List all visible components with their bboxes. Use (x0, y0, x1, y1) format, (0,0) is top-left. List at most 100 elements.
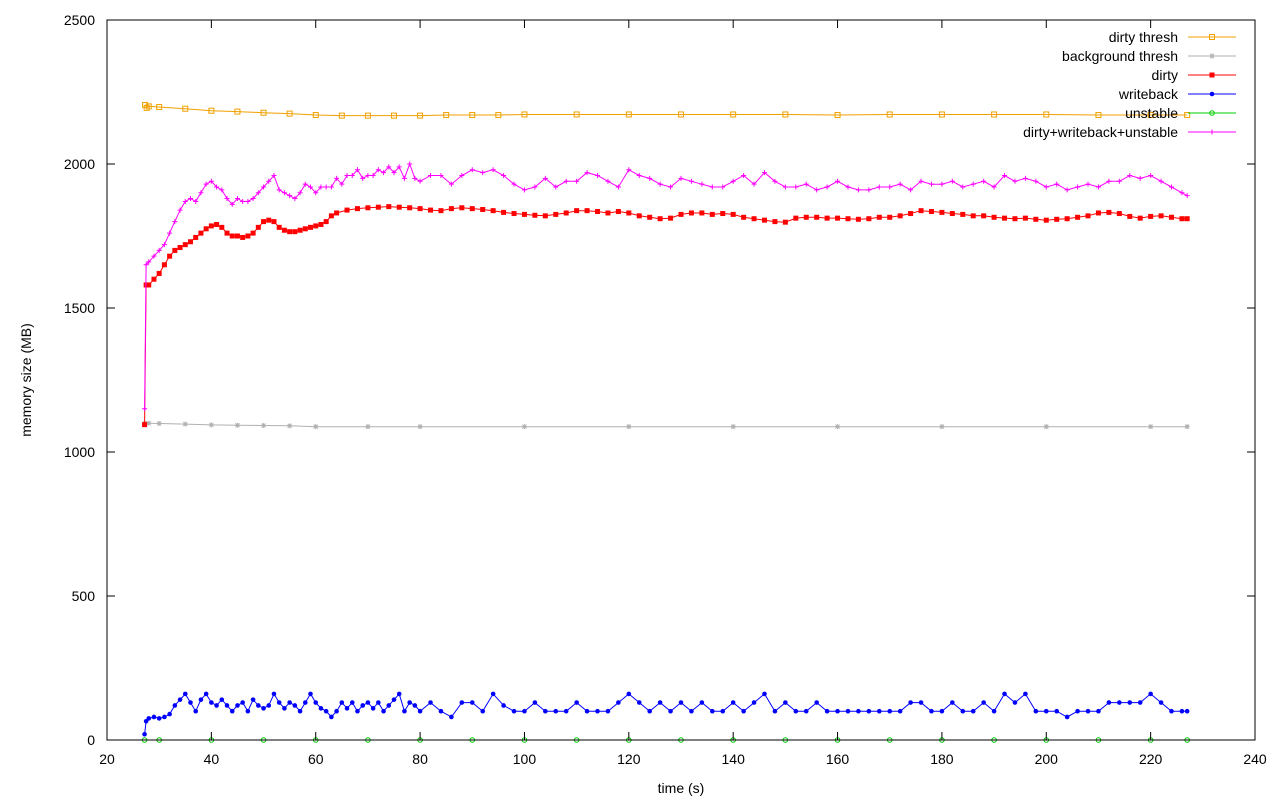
x-tick-label: 140 (722, 751, 746, 767)
data-point (1169, 214, 1175, 220)
data-point (1116, 178, 1122, 184)
data-point (276, 187, 282, 193)
data-point (287, 423, 293, 429)
data-point (876, 214, 882, 220)
data-point (219, 224, 225, 230)
data-point (532, 700, 538, 705)
data-point (1054, 216, 1060, 222)
data-point (250, 196, 256, 202)
y-tick-label: 1000 (64, 444, 95, 460)
data-point (845, 216, 851, 222)
data-point (793, 708, 799, 714)
data-point (511, 211, 517, 217)
data-point (187, 239, 193, 245)
data-point (772, 708, 778, 714)
data-point (449, 714, 454, 720)
data-point (543, 708, 548, 714)
legend-swatch-marker (1209, 72, 1215, 78)
data-point (360, 175, 366, 181)
data-point (245, 708, 251, 714)
data-point (803, 181, 809, 187)
data-point (855, 216, 861, 222)
legend-swatch-marker (1209, 129, 1215, 135)
data-point (459, 700, 465, 705)
data-point (323, 708, 329, 714)
y-tick-label: 2500 (64, 12, 95, 28)
data-point (182, 198, 188, 204)
data-point (991, 708, 997, 714)
data-point (177, 207, 183, 213)
plot-frame (106, 19, 1256, 741)
data-point (908, 211, 914, 217)
data-point (146, 420, 152, 426)
x-tick-label: 120 (617, 751, 641, 767)
data-point (396, 204, 402, 210)
data-point (276, 224, 282, 230)
data-point (203, 691, 209, 697)
data-point (281, 227, 287, 233)
x-tick-label: 80 (412, 751, 428, 767)
data-point (302, 226, 308, 232)
legend-swatch-marker (1209, 34, 1215, 40)
data-point (730, 111, 737, 118)
data-point (151, 253, 157, 259)
data-point (177, 697, 183, 702)
data-point (182, 242, 188, 248)
data-point (741, 708, 746, 714)
data-point (292, 229, 298, 235)
data-point (1033, 216, 1039, 222)
data-point (234, 108, 241, 115)
data-point (156, 103, 163, 110)
data-point (349, 173, 355, 179)
data-point (354, 167, 360, 173)
data-point (146, 716, 152, 721)
data-point (302, 181, 308, 187)
data-point (1075, 708, 1080, 714)
data-point (312, 112, 319, 119)
data-point (1033, 178, 1039, 184)
data-point (595, 173, 601, 179)
data-point (219, 697, 225, 702)
data-point (647, 214, 653, 220)
data-point (563, 178, 569, 184)
data-point (1012, 700, 1018, 705)
data-point (1137, 175, 1143, 181)
data-point (391, 697, 397, 702)
data-point (308, 184, 314, 190)
y-axis-label: memory size (MB) (18, 323, 34, 437)
series-line (144, 104, 1188, 117)
data-point (402, 708, 407, 714)
data-point (287, 193, 293, 199)
data-point (647, 708, 652, 714)
data-point (532, 212, 538, 218)
data-point (866, 187, 872, 193)
data-point (1075, 184, 1081, 190)
legend: dirty thresh background thresh dirty writeb… (1023, 29, 1236, 140)
data-point (364, 112, 371, 119)
data-point (866, 216, 872, 222)
data-point (1184, 193, 1190, 199)
data-point (229, 201, 235, 207)
data-point (1106, 700, 1112, 705)
data-point (407, 700, 412, 705)
data-point (245, 233, 251, 239)
data-point (313, 223, 319, 229)
data-point (182, 691, 188, 697)
data-point (271, 173, 277, 179)
data-point (626, 167, 632, 173)
data-point (574, 700, 579, 705)
data-point (214, 221, 220, 227)
x-tick-label: 20 (99, 751, 115, 767)
data-point (282, 706, 287, 711)
data-point (495, 112, 502, 119)
data-point (142, 422, 148, 428)
data-point (782, 184, 788, 190)
data-point (991, 184, 997, 190)
data-point (918, 178, 924, 184)
data-point (177, 245, 183, 251)
data-point (897, 708, 903, 714)
data-point (401, 175, 407, 181)
data-point (772, 178, 778, 184)
data-point (595, 708, 600, 714)
data-point (386, 703, 392, 708)
